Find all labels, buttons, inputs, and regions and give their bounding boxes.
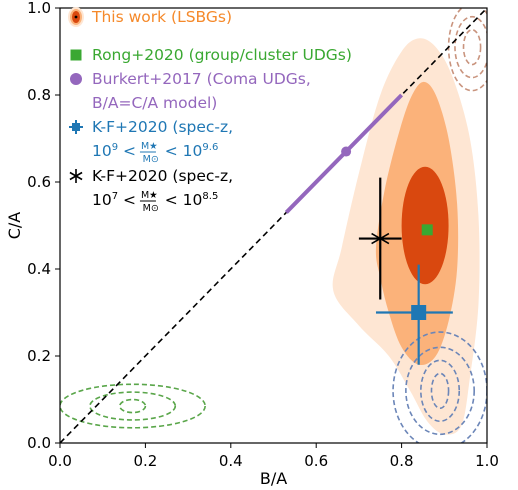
x-tick-label-4: 0.8 (390, 452, 414, 470)
legend-math-base-1: 10 (92, 142, 112, 160)
kf_contours-contour-2 (420, 359, 461, 423)
rong_contours-contour-2 (89, 391, 177, 421)
kf_low-point-arm-3 (371, 232, 390, 245)
kf_contours-contour-1 (430, 372, 450, 409)
rong_contours-contour-1 (118, 398, 147, 414)
legend-math-exp-2: 8.5 (202, 191, 218, 202)
kf_high-point (411, 305, 427, 320)
legend-item-kf_high: K-F+2020 (spec-z, 109 < M★ M⊙ < 109.6 (69, 118, 233, 165)
kf_low-errorbar (358, 177, 402, 300)
rong_contours-contour-3 (60, 383, 206, 429)
legend-math-num: M★ (141, 141, 158, 152)
legend-math-num: M★ (141, 190, 158, 201)
legend-math-op-2: < 10 (160, 191, 203, 209)
legend-lsbg-center (74, 15, 78, 19)
one-to-one-line (60, 8, 487, 443)
y-tick-label-1: 0.2 (27, 347, 51, 365)
legend-math-exp-2: 9.6 (202, 142, 218, 153)
lsbg_contours-contour-1 (462, 28, 482, 66)
legend-text-kf_low-2: 107 < M★ M⊙ < 108.5 (92, 190, 218, 214)
legend-rong-marker (70, 49, 82, 61)
y-tick-label-3: 0.6 (27, 173, 51, 191)
legend-item-burkert: Burkert+2017 (Coma UDGs, B/A=C/A model) (70, 70, 311, 112)
plot-area (60, 8, 487, 443)
legend-math-den: M⊙ (143, 154, 159, 165)
legend-math-op-2: < 10 (160, 142, 203, 160)
legend-text-rong-1: Rong+2020 (group/cluster UDGs) (92, 46, 352, 64)
axis-ticks: 0.0 0.2 0.4 0.6 0.8 1.0 0.0 0.2 0.4 0.6 0.8 1.0 (27, 0, 499, 470)
kf_contours-contour-3 (405, 346, 475, 436)
legend-text-lsbg-1: This work (LSBGs) (91, 8, 232, 26)
legend-math-op-1: < (118, 191, 141, 209)
y-tick-label-4: 0.8 (27, 86, 51, 104)
legend-math-exp-1: 7 (112, 191, 118, 202)
x-axis-label: B/A (260, 469, 287, 488)
plot-frame (59, 7, 488, 444)
legend-item-lsbg: This work (LSBGs) (68, 7, 232, 27)
kf_contours-contour-4 (392, 331, 487, 443)
legend-kf-low-marker-arm-3 (69, 171, 83, 181)
legend-text-kf_low-1: K-F+2020 (spec-z, (92, 167, 233, 185)
legend: This work (LSBGs) Rong+2020 (group/cluste… (68, 7, 352, 214)
kf_high-errorbar (375, 264, 453, 365)
legend-kf-high-marker (72, 123, 80, 131)
legend-math-op-1: < (118, 142, 141, 160)
y-tick-label-0: 0.0 (27, 434, 51, 452)
x-tick-label-0: 0.0 (48, 452, 72, 470)
legend-burkert-marker (70, 73, 82, 85)
burkert-point (341, 146, 352, 157)
legend-text-kf_high-1: K-F+2020 (spec-z, (92, 118, 233, 136)
legend-text-burkert-2: B/A=C/A model) (92, 94, 217, 112)
y-tick-label-2: 0.4 (27, 260, 51, 278)
x-tick-label-5: 1.0 (475, 452, 499, 470)
legend-text-burkert-1: Burkert+2017 (Coma UDGs, (92, 70, 311, 88)
legend-math-exp-1: 9 (112, 142, 118, 153)
lsbg_contours-contour-2 (454, 15, 487, 79)
rong-point (421, 224, 433, 236)
y-tick-label-5: 1.0 (27, 0, 51, 17)
legend-math-den: M⊙ (143, 203, 159, 214)
y-axis-label: C/A (5, 212, 24, 240)
legend-math-base-1: 10 (92, 191, 112, 209)
legend-item-kf_low: K-F+2020 (spec-z, 107 < M★ M⊙ < 108.5 (69, 167, 233, 214)
legend-item-rong: Rong+2020 (group/cluster UDGs) (70, 46, 352, 64)
x-tick-label-1: 0.2 (133, 452, 157, 470)
legend-text-kf_high-2: 109 < M★ M⊙ < 109.6 (92, 141, 218, 165)
x-tick-label-3: 0.6 (304, 452, 328, 470)
x-tick-label-2: 0.4 (219, 452, 243, 470)
